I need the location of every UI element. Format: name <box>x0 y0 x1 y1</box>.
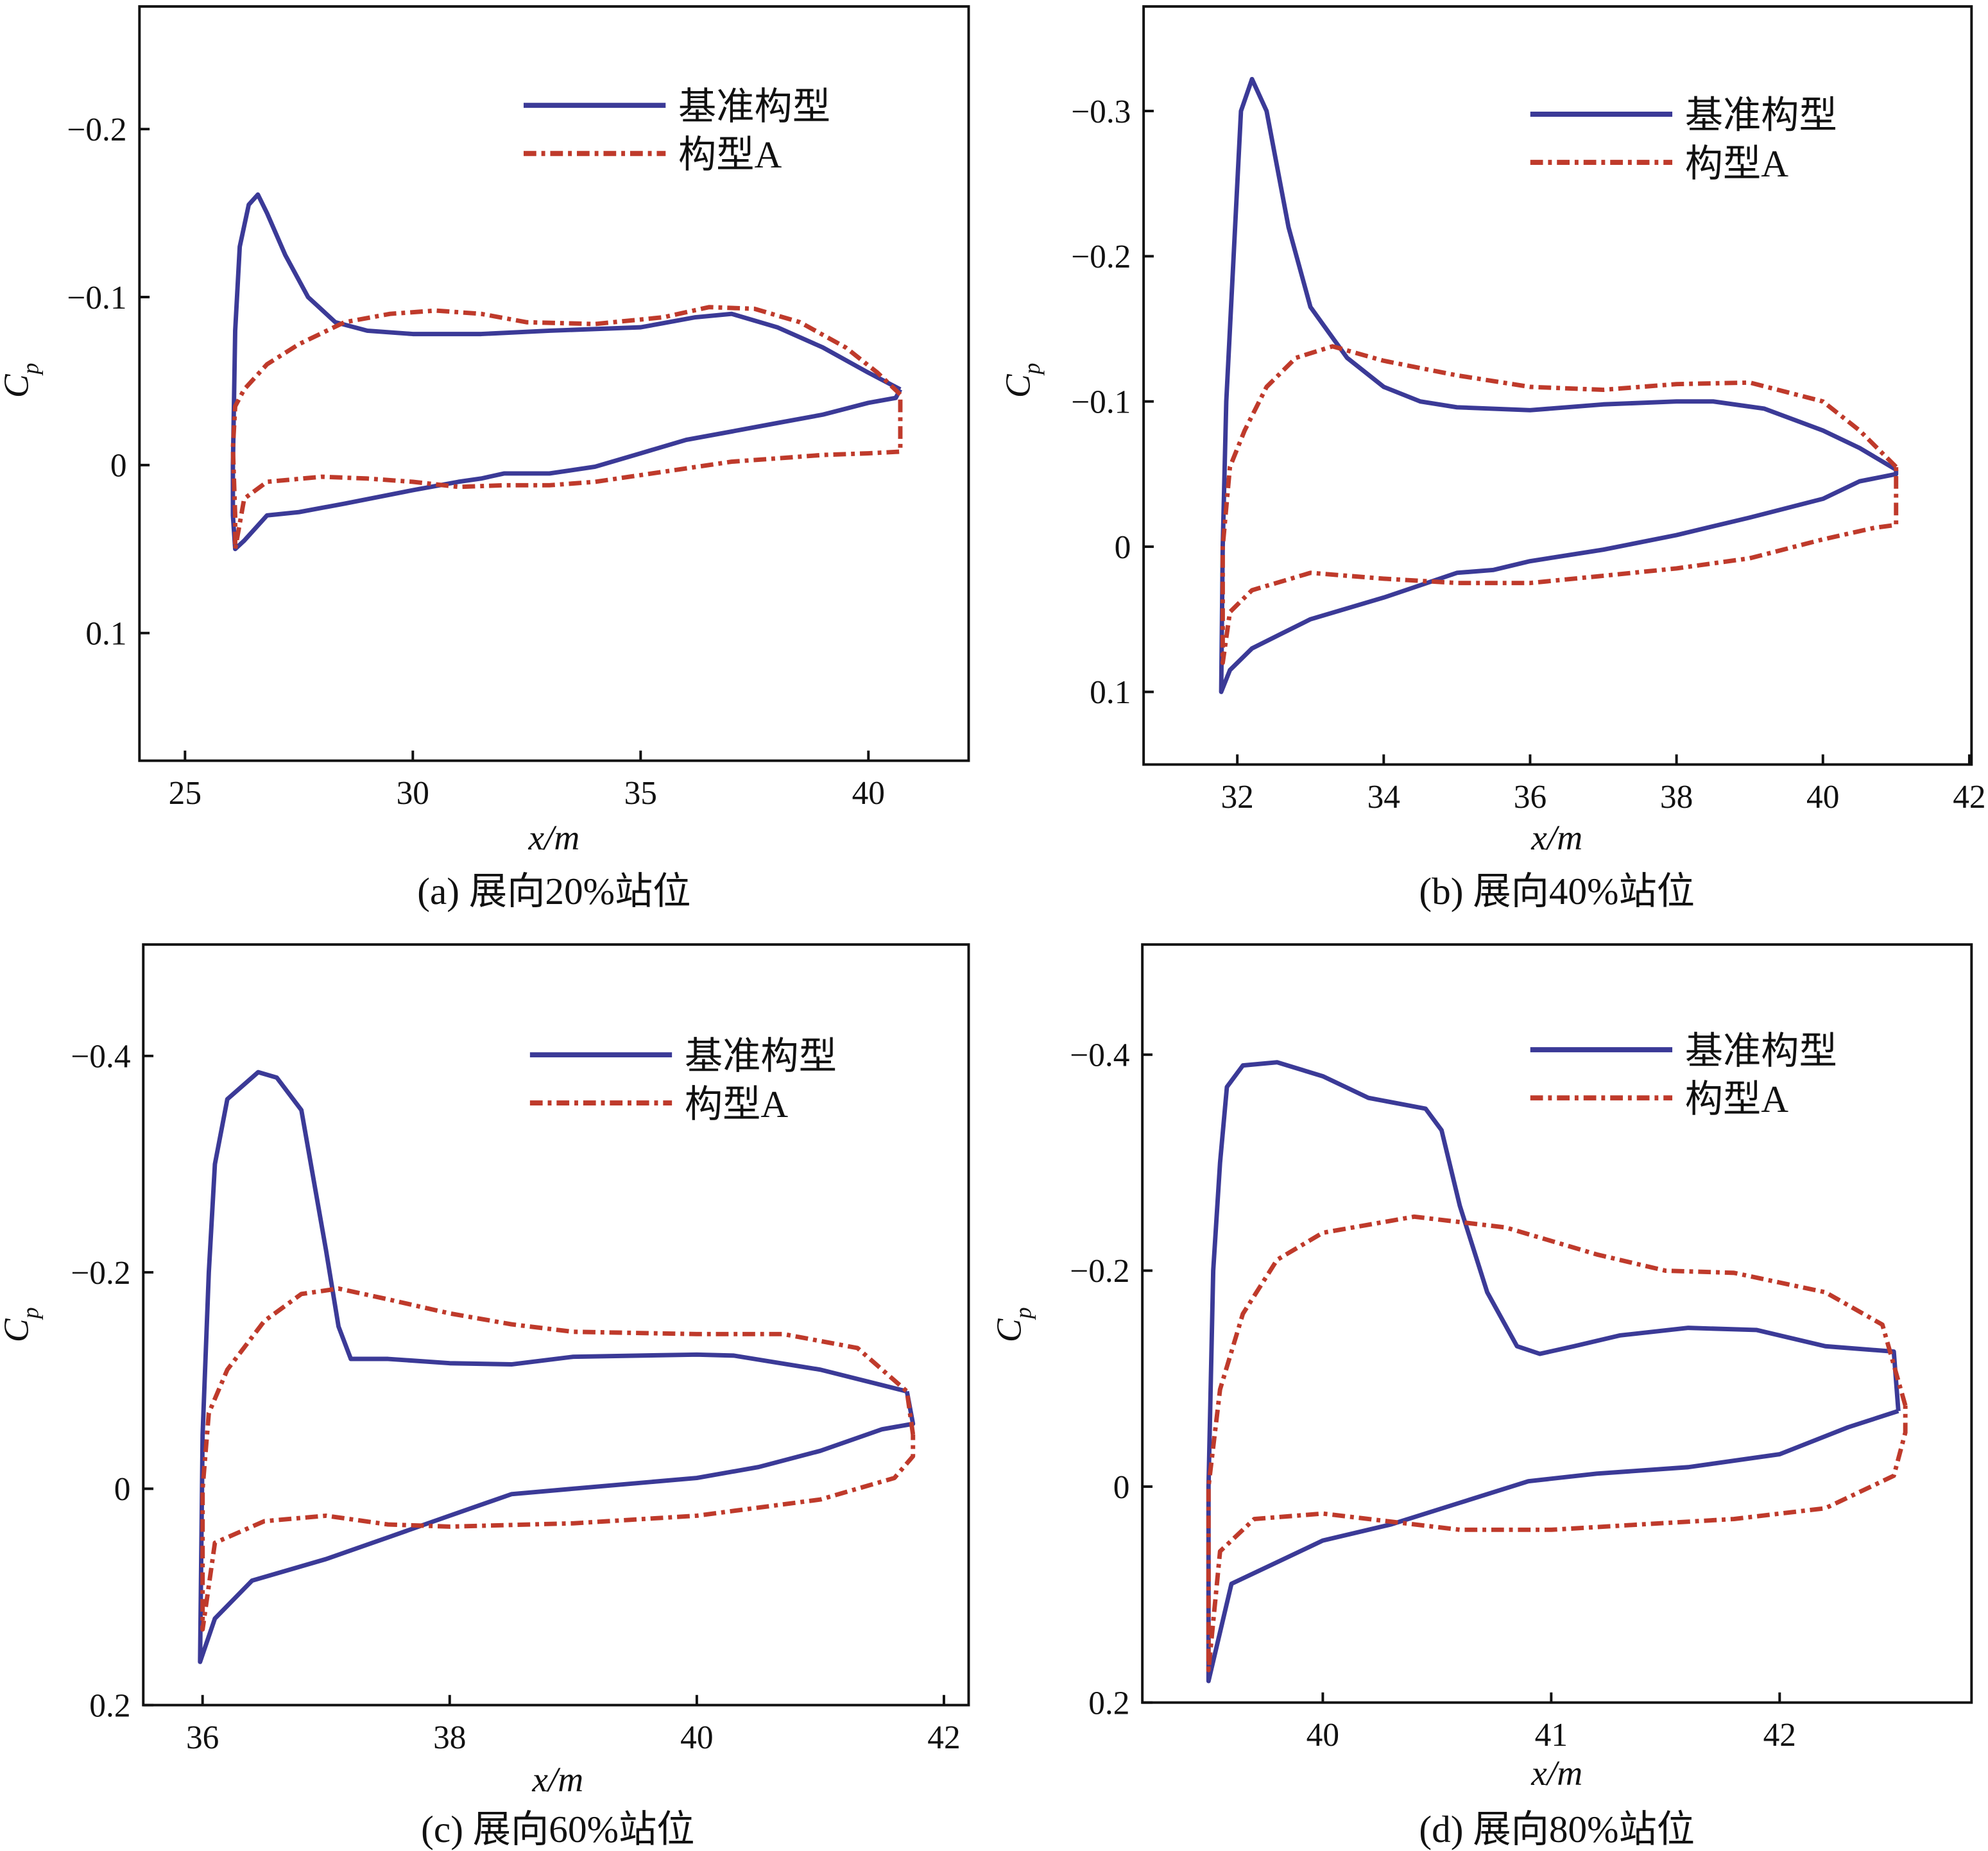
y-axis-label-main: C <box>998 373 1037 398</box>
x-tick-label: 40 <box>680 1719 713 1756</box>
plot-frame <box>1142 5 1973 766</box>
y-tick-label: 0 <box>110 448 127 484</box>
legend-config-a-label: 构型A <box>685 1083 789 1125</box>
x-tick-label: 40 <box>1307 1717 1339 1753</box>
y-tick-label: 0.1 <box>1090 674 1131 711</box>
y-axis-label-main: C <box>0 1318 35 1342</box>
y-tick-label: −0.3 <box>1071 94 1131 130</box>
series-config-a-line <box>1220 344 1899 665</box>
y-tick-label: −0.2 <box>71 1255 130 1292</box>
x-axis-label: x/m <box>531 1760 583 1799</box>
legend-baseline-label: 基准构型 <box>685 1035 837 1077</box>
plot-frame <box>138 5 970 762</box>
x-tick-label: 42 <box>1953 779 1985 815</box>
y-tick-label: −0.4 <box>1070 1037 1129 1074</box>
series-baseline-line <box>230 192 903 552</box>
x-tick-label: 38 <box>1660 779 1693 815</box>
x-axis-label: x/m <box>527 818 579 857</box>
x-tick-label: 25 <box>169 775 201 812</box>
panel-caption: (b) 展向40%站位 <box>1419 870 1695 912</box>
plot-frame <box>1141 943 1973 1704</box>
y-axis-label-subscript: p <box>1019 363 1045 377</box>
y-axis-label-subscript: p <box>17 1308 43 1321</box>
series-config-a-line <box>1206 1214 1908 1673</box>
y-tick-label: −0.1 <box>67 280 126 316</box>
x-tick-label: 42 <box>1763 1717 1796 1753</box>
x-tick-label: 36 <box>186 1719 219 1756</box>
x-tick-label: 30 <box>397 775 429 812</box>
y-tick-label: −0.4 <box>71 1039 130 1075</box>
series-config-a-line <box>230 305 903 552</box>
y-axis-label-subscript: p <box>17 363 43 377</box>
y-tick-label: 0.2 <box>89 1687 130 1724</box>
y-axis-label: Cp <box>989 1308 1036 1343</box>
y-tick-label: 0.1 <box>85 615 126 652</box>
x-tick-label: 34 <box>1367 779 1400 815</box>
legend-baseline-label: 基准构型 <box>1685 1030 1837 1072</box>
series-baseline-line <box>1206 1060 1901 1684</box>
panel-caption: (a) 展向20%站位 <box>417 870 690 912</box>
y-axis-label: Cp <box>998 363 1045 398</box>
panel-caption: (c) 展向60%站位 <box>421 1808 694 1850</box>
x-tick-label: 40 <box>1806 779 1839 815</box>
y-axis-label-main: C <box>0 373 35 398</box>
legend-config-a-label: 构型A <box>1685 142 1789 185</box>
series-baseline-line <box>198 1070 916 1664</box>
legend-baseline-label: 基准构型 <box>1685 94 1837 137</box>
y-tick-label: −0.1 <box>1071 384 1131 421</box>
legend-config-a-label: 构型A <box>1685 1078 1789 1120</box>
y-tick-label: 0 <box>114 1471 131 1508</box>
y-tick-label: −0.2 <box>67 112 126 148</box>
legend-config-a-label: 构型A <box>678 133 782 176</box>
y-tick-label: −0.2 <box>1070 1253 1129 1290</box>
series-config-a-line <box>200 1286 916 1632</box>
legend-baseline-label: 基准构型 <box>678 85 830 128</box>
panel-caption: (d) 展向80%站位 <box>1419 1808 1695 1850</box>
y-tick-label: 0 <box>1115 529 1131 566</box>
x-tick-label: 38 <box>433 1719 466 1756</box>
x-tick-label: 40 <box>852 775 885 812</box>
x-tick-label: 35 <box>624 775 657 812</box>
y-axis-label-subscript: p <box>1010 1308 1036 1321</box>
y-tick-label: 0 <box>1113 1469 1130 1506</box>
y-axis-label: Cp <box>0 1308 43 1343</box>
x-axis-label: x/m <box>1530 1753 1582 1793</box>
x-axis-label: x/m <box>1530 818 1582 857</box>
y-tick-label: 0.2 <box>1088 1685 1129 1721</box>
series-baseline-line <box>1219 76 1899 694</box>
x-tick-label: 42 <box>927 1719 960 1756</box>
x-tick-label: 36 <box>1514 779 1547 815</box>
y-tick-label: −0.2 <box>1071 239 1131 275</box>
x-tick-label: 41 <box>1535 1717 1568 1753</box>
y-axis-label: Cp <box>0 363 43 398</box>
y-axis-label-main: C <box>989 1318 1028 1342</box>
plot-frame <box>142 943 970 1707</box>
x-tick-label: 32 <box>1221 779 1253 815</box>
